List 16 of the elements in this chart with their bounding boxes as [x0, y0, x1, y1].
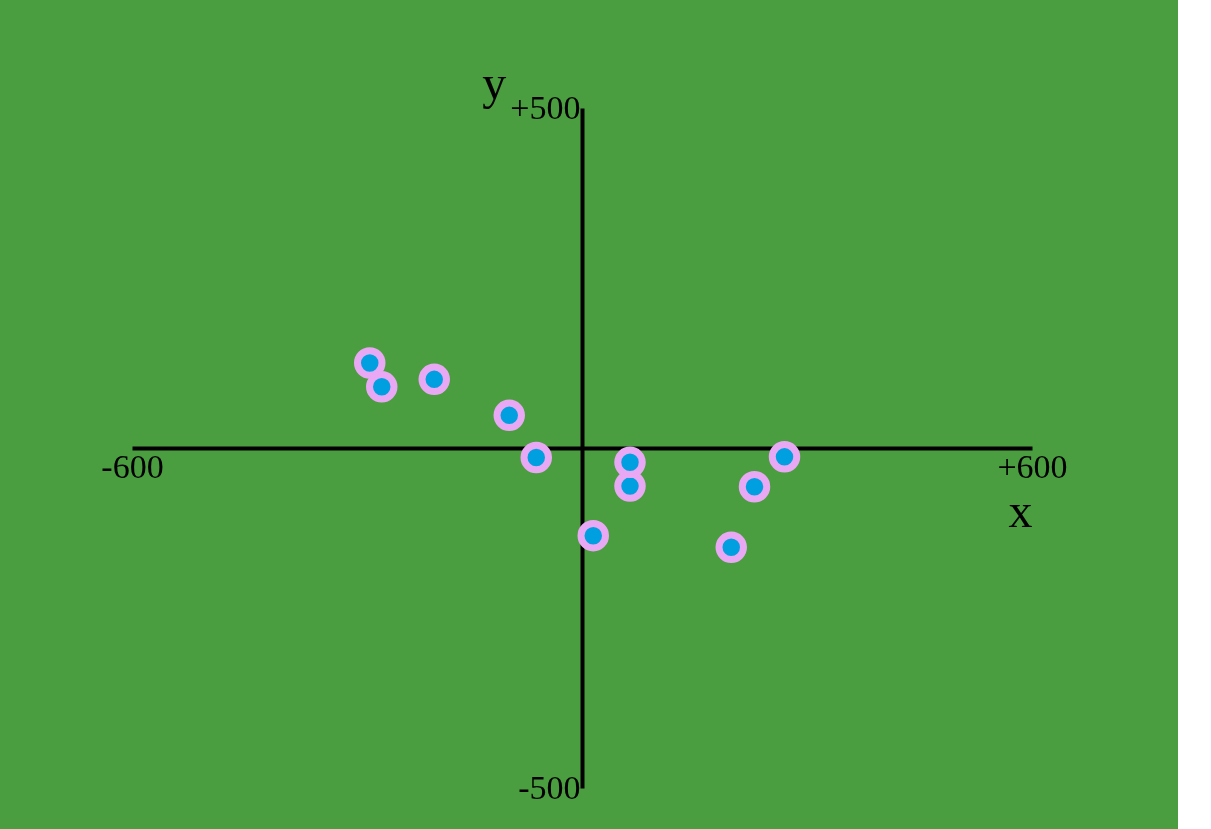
y-tick-label: +500: [510, 88, 581, 126]
point: [577, 520, 609, 552]
y-tick-label: -500: [518, 768, 581, 806]
point: [366, 371, 398, 403]
point: [614, 446, 646, 478]
point: [768, 441, 801, 473]
point: [715, 531, 747, 563]
x-tick-label: -600: [101, 447, 164, 485]
point: [738, 471, 771, 503]
y-axis-title: y: [482, 55, 507, 109]
point: [354, 347, 386, 379]
point: [520, 441, 552, 474]
point: [493, 399, 525, 432]
x-axis-title: x: [1008, 483, 1033, 537]
x-tick-label: +600: [997, 447, 1068, 485]
point: [418, 363, 450, 396]
